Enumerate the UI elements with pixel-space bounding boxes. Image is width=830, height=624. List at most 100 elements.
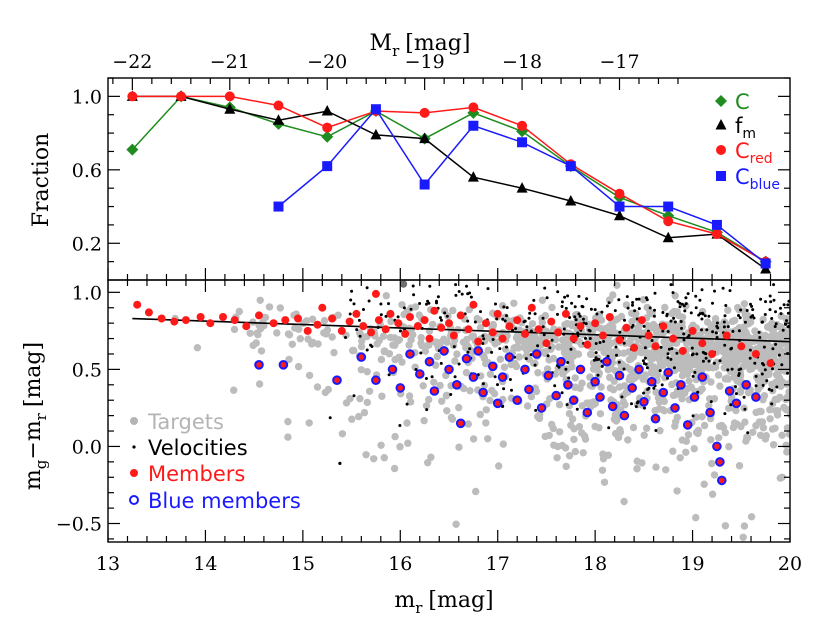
target-point bbox=[246, 329, 254, 337]
target-point bbox=[562, 462, 570, 471]
velocity-point bbox=[785, 319, 788, 323]
velocity-point bbox=[701, 359, 705, 363]
member-point bbox=[630, 343, 639, 352]
target-point bbox=[379, 332, 388, 340]
velocity-point bbox=[772, 283, 776, 287]
target-point bbox=[561, 321, 569, 329]
velocity-point bbox=[678, 301, 682, 305]
blue-member-point bbox=[563, 380, 573, 390]
target-point bbox=[395, 336, 404, 344]
velocity-point bbox=[700, 328, 703, 332]
target-point bbox=[571, 447, 579, 456]
target-point bbox=[284, 330, 293, 338]
target-point bbox=[420, 416, 428, 425]
target-point bbox=[443, 391, 451, 399]
blue-member-point bbox=[512, 395, 523, 406]
target-point bbox=[425, 395, 433, 404]
top-axis-tick-label: −22 bbox=[112, 51, 152, 73]
velocity-point bbox=[490, 350, 494, 354]
velocity-point bbox=[667, 347, 671, 351]
target-point bbox=[791, 378, 798, 385]
target-point bbox=[313, 383, 322, 391]
velocity-point bbox=[748, 348, 752, 352]
target-point bbox=[294, 362, 303, 371]
target-point bbox=[673, 487, 681, 495]
y-tick-label-bottom: 0.0 bbox=[72, 436, 102, 458]
velocity-point bbox=[438, 316, 442, 320]
target-point bbox=[362, 451, 370, 459]
target-point bbox=[610, 415, 618, 423]
velocity-point bbox=[666, 356, 670, 360]
velocity-point bbox=[642, 324, 646, 328]
series-marker bbox=[419, 107, 430, 118]
member-point bbox=[644, 331, 653, 340]
velocity-point bbox=[659, 345, 663, 349]
blue-member-point bbox=[254, 360, 264, 370]
target-point bbox=[633, 465, 641, 473]
target-point bbox=[543, 365, 552, 373]
target-point bbox=[427, 453, 435, 461]
velocity-point bbox=[678, 305, 682, 309]
target-point bbox=[774, 395, 782, 403]
velocity-point bbox=[589, 307, 593, 311]
velocity-point bbox=[493, 375, 497, 379]
velocity-point bbox=[689, 311, 693, 315]
velocity-point bbox=[600, 310, 604, 314]
velocity-point bbox=[666, 376, 669, 380]
velocity-point bbox=[502, 387, 506, 391]
velocity-point bbox=[569, 347, 573, 351]
target-point bbox=[455, 403, 463, 412]
legend-label-targets: Targets bbox=[147, 410, 224, 434]
blue-member-point bbox=[556, 356, 566, 367]
target-point bbox=[758, 374, 767, 382]
velocity-point bbox=[753, 361, 757, 365]
member-point bbox=[527, 303, 536, 312]
target-point bbox=[759, 396, 767, 404]
blue-member-point bbox=[452, 380, 462, 390]
velocity-point bbox=[646, 388, 650, 391]
target-point bbox=[320, 329, 328, 337]
series-marker bbox=[565, 161, 576, 172]
target-point bbox=[514, 335, 523, 344]
member-point bbox=[751, 350, 760, 358]
velocity-point bbox=[669, 283, 673, 287]
velocity-point bbox=[666, 352, 670, 356]
target-point bbox=[346, 395, 354, 403]
member-point bbox=[722, 331, 731, 340]
velocity-point bbox=[645, 298, 649, 302]
target-point bbox=[429, 320, 437, 329]
velocity-point bbox=[468, 347, 472, 351]
velocity-point bbox=[763, 313, 767, 316]
velocity-point bbox=[501, 317, 505, 321]
target-point bbox=[531, 359, 539, 368]
target-point bbox=[380, 454, 388, 462]
velocity-point bbox=[622, 341, 626, 345]
series-marker bbox=[662, 231, 674, 243]
target-point bbox=[253, 329, 261, 337]
blue-member-point bbox=[697, 372, 708, 382]
velocity-point bbox=[713, 289, 716, 293]
velocity-point bbox=[553, 384, 557, 388]
velocity-point bbox=[412, 293, 416, 297]
target-point bbox=[571, 383, 580, 391]
legend-item-c: C bbox=[735, 90, 750, 114]
blue-member-point bbox=[356, 352, 367, 362]
member-point bbox=[420, 316, 429, 325]
target-point bbox=[766, 415, 774, 423]
velocity-point bbox=[653, 291, 657, 295]
velocity-point bbox=[757, 330, 761, 334]
velocity-point bbox=[730, 367, 734, 371]
velocity-point bbox=[770, 402, 774, 406]
target-point bbox=[700, 421, 709, 430]
velocity-point bbox=[734, 385, 737, 389]
velocity-point bbox=[460, 292, 464, 296]
blue-member-point bbox=[595, 392, 605, 402]
velocity-point bbox=[743, 407, 747, 411]
target-point bbox=[640, 431, 648, 439]
blue-member-point bbox=[478, 387, 488, 398]
target-point bbox=[698, 385, 706, 393]
target-point bbox=[710, 395, 719, 403]
velocity-point bbox=[786, 303, 790, 307]
velocity-point bbox=[454, 283, 458, 287]
target-point bbox=[725, 362, 733, 370]
